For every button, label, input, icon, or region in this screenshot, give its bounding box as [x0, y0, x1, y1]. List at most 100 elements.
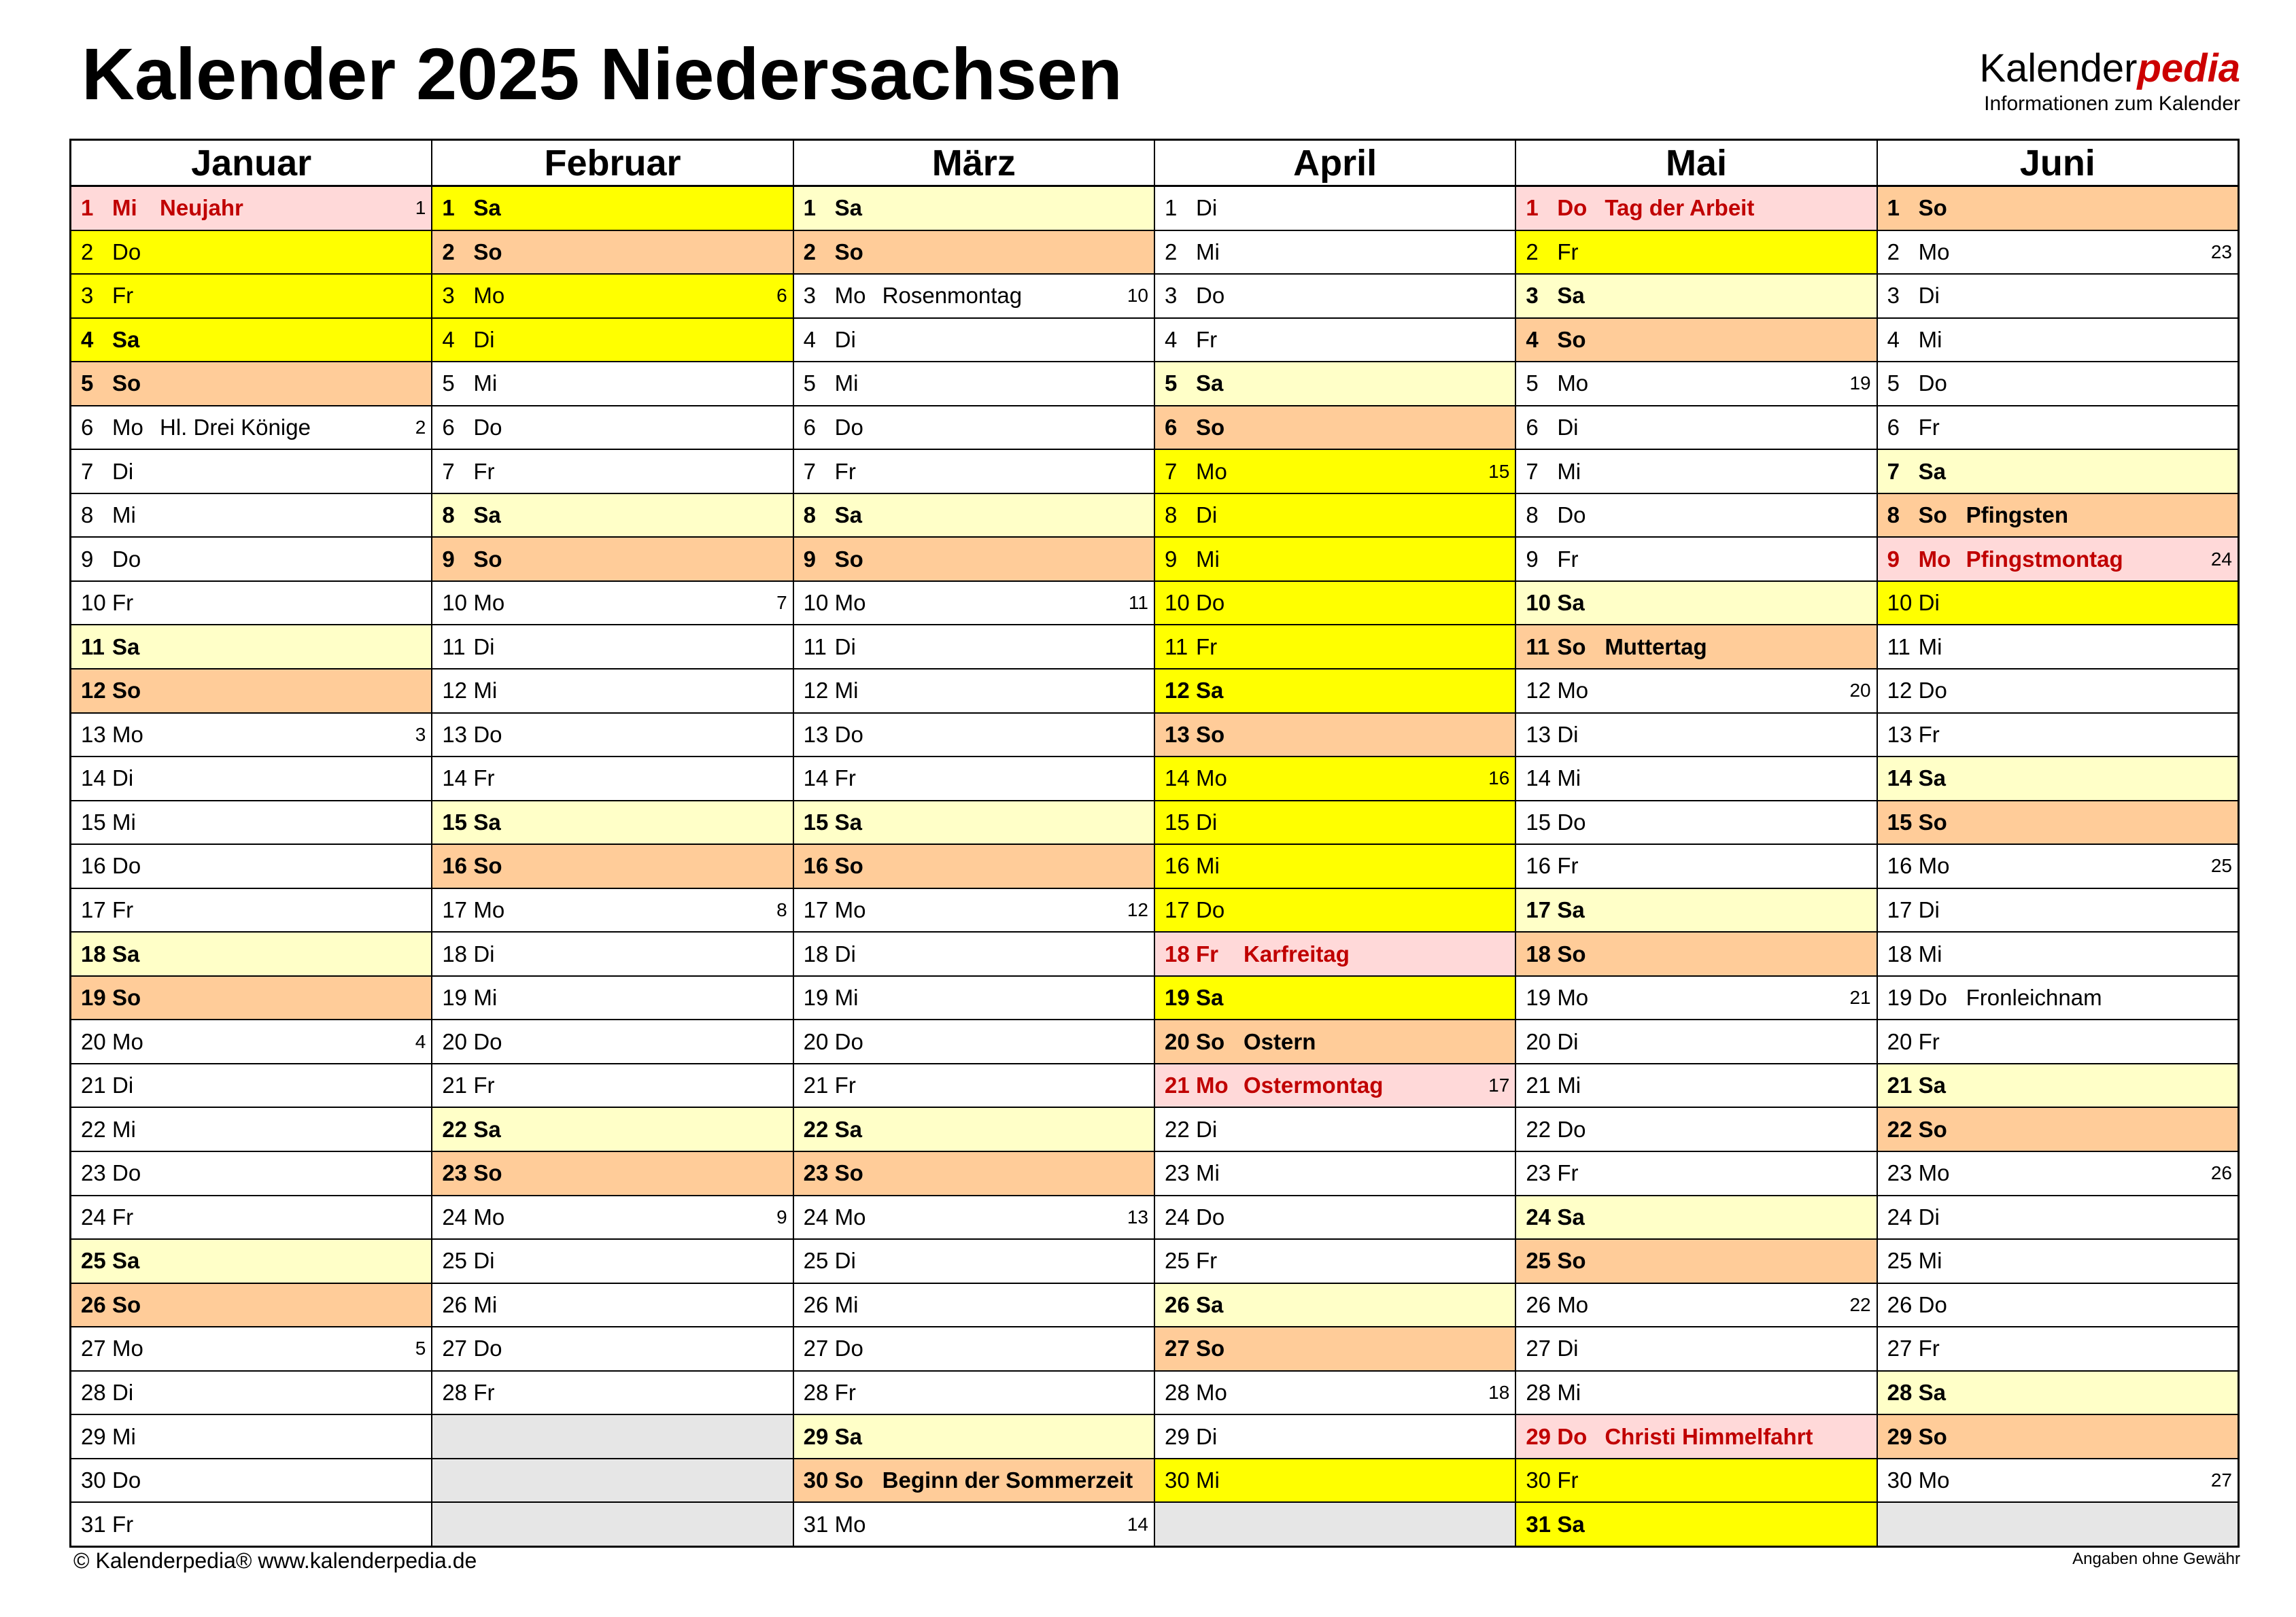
day-number: 1	[803, 195, 817, 221]
day-row: 13 Di	[1516, 714, 1877, 758]
day-number: 27	[81, 1336, 106, 1361]
weekday: Sa	[112, 326, 140, 352]
day-number: 5	[442, 370, 455, 396]
day-row: 13 Mo 3	[71, 714, 432, 758]
weekday: Di	[112, 458, 134, 484]
day-row: 9 Fr	[1516, 538, 1877, 582]
day-number: 6	[442, 415, 455, 440]
day-number: 17	[1164, 897, 1190, 923]
empty-day-cell	[432, 1503, 793, 1546]
day-row: 6 Do	[432, 406, 793, 451]
day-row: 25 So	[1516, 1240, 1877, 1284]
day-number: 25	[442, 1248, 468, 1274]
day-row: 6 Di	[1516, 406, 1877, 451]
weekday: Do	[473, 1336, 502, 1361]
day-number: 7	[442, 458, 455, 484]
weekday: Mi	[834, 1291, 859, 1317]
day-row: 3 Mo Rosenmontag 10	[793, 275, 1154, 319]
day-row: 30 Fr	[1516, 1459, 1877, 1503]
day-number: 4	[442, 326, 455, 352]
weekday: Mi	[1195, 853, 1220, 879]
day-row: 31 Fr	[71, 1503, 431, 1546]
weekday: Mo	[1918, 853, 1950, 879]
weekday: Mo	[834, 590, 866, 616]
weekday: Mi	[1195, 239, 1220, 264]
day-number: 26	[1164, 1291, 1190, 1317]
weekday: Mi	[834, 370, 859, 396]
weekday: Do	[473, 415, 502, 440]
weekday: Do	[834, 415, 863, 440]
weekday: Mo	[112, 415, 143, 440]
day-number: 3	[803, 283, 817, 309]
day-number: 25	[1526, 1248, 1552, 1274]
day-number: 4	[1887, 326, 1900, 352]
day-number: 23	[1164, 1160, 1190, 1186]
day-number: 25	[1164, 1248, 1190, 1274]
weekday: Di	[834, 941, 856, 967]
day-number: 18	[803, 941, 829, 967]
weekday: So	[1557, 1248, 1586, 1274]
day-number: 11	[442, 633, 466, 659]
day-row: 2 Fr	[1516, 230, 1877, 275]
weekday: Mi	[1918, 1248, 1942, 1274]
weekday: So	[473, 546, 502, 572]
holiday-label: Pfingstmontag	[1966, 546, 2123, 572]
day-number: 29	[81, 1423, 106, 1449]
week-number: 21	[1849, 987, 1871, 1009]
weekday: So	[1557, 633, 1586, 659]
weekday: So	[112, 985, 141, 1011]
day-number: 28	[442, 1380, 468, 1406]
day-number: 29	[803, 1423, 829, 1449]
weekday: Fr	[1195, 941, 1218, 967]
day-row: 17 Di	[1877, 889, 2238, 933]
day-row: 4 Fr	[1154, 319, 1515, 363]
weekday: Mi	[112, 195, 137, 221]
weekday: Fr	[112, 283, 134, 309]
day-row: 13 Do	[432, 714, 793, 758]
week-number: 23	[2210, 241, 2232, 262]
day-number: 16	[1526, 853, 1552, 879]
day-number: 4	[1526, 326, 1539, 352]
weekday: Di	[1918, 283, 1940, 309]
day-row: 19 So	[71, 976, 432, 1021]
day-row: 31 Mo 14	[794, 1503, 1154, 1546]
day-number: 7	[1526, 458, 1539, 484]
day-number: 14	[1887, 765, 1913, 791]
day-number: 12	[1887, 678, 1913, 703]
event-label: Hl. Drei Könige	[160, 415, 311, 440]
day-row: 30 Do	[71, 1459, 432, 1503]
day-row: 18 So	[1516, 933, 1877, 977]
day-row: 15 Sa	[432, 801, 793, 846]
day-row: 8 Sa	[793, 493, 1154, 538]
day-number: 16	[81, 853, 106, 879]
day-row: 17 Mo 12	[793, 889, 1154, 933]
day-number: 9	[1164, 546, 1178, 572]
day-number: 7	[81, 458, 94, 484]
weekday: So	[1918, 1116, 1947, 1142]
day-number: 5	[1887, 370, 1900, 396]
day-number: 10	[1526, 590, 1552, 616]
day-row: 10 Mo 7	[432, 582, 793, 626]
weekday: Mo	[1918, 1467, 1950, 1493]
weekday: Sa	[1918, 1380, 1947, 1406]
event-label: Muttertag	[1605, 633, 1707, 659]
weekday: Mo	[473, 1204, 505, 1230]
day-number: 3	[442, 283, 455, 309]
day-row: 7 Mo 15	[1154, 450, 1515, 494]
day-number: 11	[81, 633, 105, 659]
weekday: So	[112, 678, 141, 703]
event-label: Beginn der Sommerzeit	[882, 1467, 1133, 1493]
day-row: 3 Fr	[71, 275, 432, 319]
day-number: 7	[803, 458, 817, 484]
day-row: 28 Mo 18	[1154, 1372, 1515, 1416]
weekday: Sa	[1557, 897, 1585, 923]
day-number: 27	[442, 1336, 468, 1361]
weekday: Fr	[473, 458, 495, 484]
day-number: 19	[1526, 985, 1552, 1011]
day-number: 22	[81, 1116, 106, 1142]
day-number: 14	[1526, 765, 1552, 791]
day-row: 4 Sa	[71, 318, 432, 363]
day-number: 13	[1164, 721, 1190, 747]
day-row: 1 Sa	[432, 187, 793, 231]
day-row: 10 Fr	[71, 582, 432, 626]
